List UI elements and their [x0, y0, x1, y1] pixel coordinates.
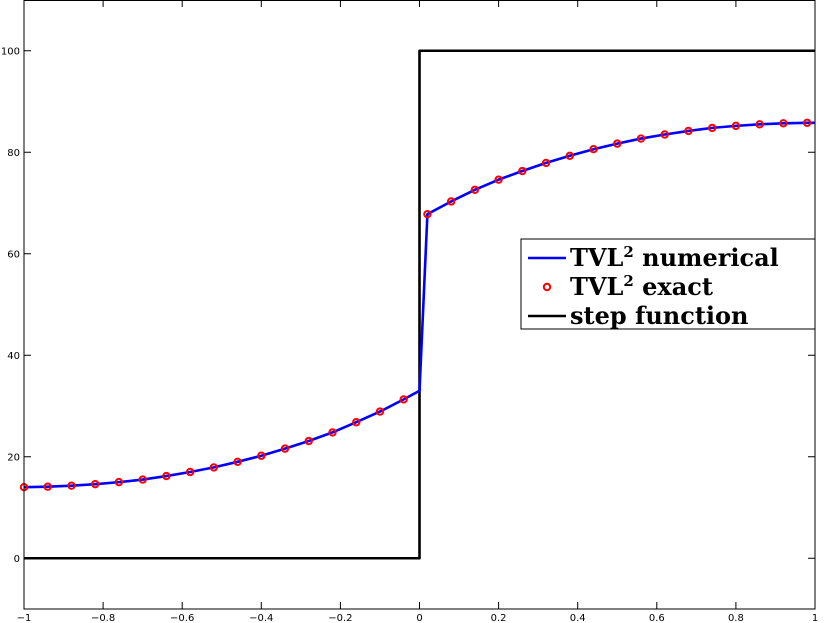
- y-tick-label: 20: [7, 452, 20, 463]
- x-tick-label: −0.8: [91, 613, 115, 623]
- x-tick-label: 0.2: [491, 613, 507, 623]
- data-point: [494, 175, 503, 184]
- y-tick-label: 100: [1, 46, 20, 57]
- data-point: [280, 444, 290, 453]
- x-tick-label: −0.4: [249, 613, 273, 623]
- y-tick-label: 60: [7, 249, 20, 260]
- legend-box: [520, 238, 816, 330]
- x-tick-label: 0.4: [570, 613, 586, 623]
- data-point: [185, 467, 195, 477]
- x-tick-label: 1: [812, 613, 818, 623]
- y-tick-label: 0: [14, 554, 20, 565]
- data-point: [731, 121, 741, 131]
- data-point: [518, 166, 527, 176]
- x-tick-label: 0.8: [728, 613, 744, 623]
- data-point: [375, 407, 385, 416]
- data-point: [446, 197, 456, 206]
- plot-series: [19, 49, 815, 560]
- data-point: [613, 139, 622, 148]
- data-point: [43, 482, 52, 491]
- data-point: [90, 479, 100, 489]
- legend-label-2: step function: [570, 301, 749, 330]
- data-point: [352, 418, 361, 427]
- legend-label-0: TVL2 numerical: [570, 243, 779, 272]
- data-point: [779, 119, 788, 128]
- data-point: [304, 436, 313, 446]
- x-tick-label: −1: [17, 613, 32, 623]
- data-point: [660, 130, 669, 139]
- data-point: [67, 481, 76, 490]
- y-tick-label: 80: [7, 148, 20, 159]
- data-point: [257, 451, 266, 460]
- data-point: [209, 463, 219, 472]
- data-point: [162, 471, 171, 481]
- data-point: [399, 395, 408, 404]
- x-tick-label: −0.6: [170, 613, 194, 623]
- data-point: [328, 428, 337, 437]
- data-point: [755, 120, 764, 129]
- legend-label-1: TVL2 exact: [570, 272, 713, 301]
- data-point: [684, 126, 693, 136]
- data-point: [802, 118, 812, 128]
- x-tick-label: 0: [416, 613, 422, 623]
- data-point: [233, 457, 242, 467]
- axis-tick-labels: −1 −0.8 −0.6 −0.4 −0.2 0 0.2 0.4 0.6 0.8 1 0 20 40 60 8…: [1, 46, 818, 623]
- legend-marker-1: [542, 282, 552, 292]
- data-point: [423, 209, 432, 219]
- data-point: [470, 185, 480, 195]
- data-point: [114, 477, 124, 487]
- x-tick-label: 0.6: [649, 613, 665, 623]
- data-point: [636, 134, 646, 143]
- y-tick-label: 40: [7, 351, 20, 362]
- series-line-2: [24, 49, 815, 560]
- data-point: [565, 151, 574, 161]
- x-tick-label: −0.2: [328, 613, 352, 623]
- data-point: [138, 475, 147, 484]
- data-point: [707, 123, 717, 133]
- data-point: [589, 145, 598, 154]
- data-point: [541, 158, 551, 168]
